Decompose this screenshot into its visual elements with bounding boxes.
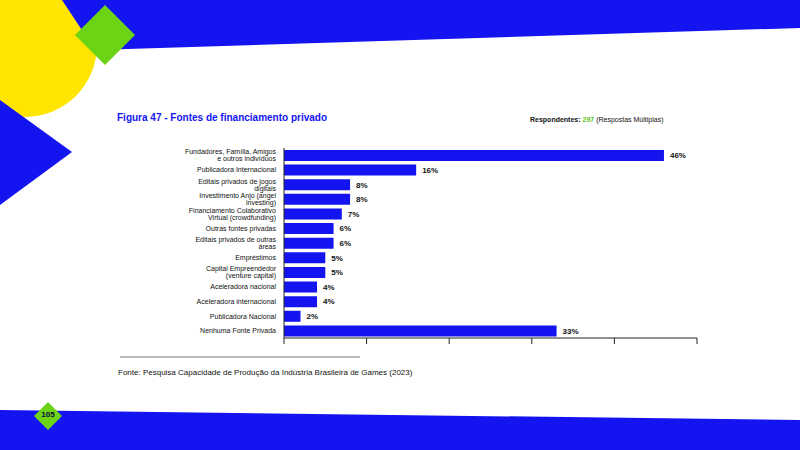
svg-text:Outras fontes privadas: Outras fontes privadas xyxy=(206,225,277,233)
svg-text:4%: 4% xyxy=(323,297,335,306)
svg-text:6%: 6% xyxy=(340,239,352,248)
html-text:105: 105 xyxy=(41,410,55,419)
svg-text:33%: 33% xyxy=(563,327,579,336)
svg-text:5%: 5% xyxy=(331,254,343,263)
svg-text:Investimento Anjo (angelinvest: Investimento Anjo (angelinvesting) xyxy=(199,192,276,207)
svg-text:8%: 8% xyxy=(356,181,368,190)
svg-text:Fundadores, Família, Amigose o: Fundadores, Família, Amigose outros indi… xyxy=(185,148,277,162)
svg-text:4%: 4% xyxy=(323,283,335,292)
svg-text:Financiamento ColaborativoVirt: Financiamento ColaborativoVirtual (crowd… xyxy=(189,207,276,222)
html-text:Fonte: Pesquisa Capacidade de: Fonte: Pesquisa Capacidade de Produção d… xyxy=(118,368,413,377)
svg-text:7%: 7% xyxy=(348,210,360,219)
svg-text:Nenhuma Fonte Privada: Nenhuma Fonte Privada xyxy=(200,327,276,334)
svg-text:Publicadora Nacional: Publicadora Nacional xyxy=(210,313,277,320)
svg-text:Editais privados de outrasárea: Editais privados de outrasáreas xyxy=(195,236,276,250)
svg-text:Aceleradora internacional: Aceleradora internacional xyxy=(197,298,277,305)
html-text:Respondentes: 297 (Respostas M: Respondentes: 297 (Respostas Múltiplas) xyxy=(530,116,664,123)
svg-text:6%: 6% xyxy=(340,224,352,233)
svg-text:Capital Empreendedor(venture c: Capital Empreendedor(venture capital) xyxy=(206,265,277,280)
svg-text:Publicadora Internacional: Publicadora Internacional xyxy=(197,166,276,173)
svg-text:46%: 46% xyxy=(670,151,686,160)
html-text:Figura 47 - Fontes de financia: Figura 47 - Fontes de financiamento priv… xyxy=(117,112,327,123)
svg-text:5%: 5% xyxy=(331,268,343,277)
svg-text:2%: 2% xyxy=(307,312,319,321)
svg-text:8%: 8% xyxy=(356,195,368,204)
svg-text:Aceleradora nacional: Aceleradora nacional xyxy=(210,283,276,290)
svg-text:Empréstimos: Empréstimos xyxy=(235,254,276,262)
svg-text:16%: 16% xyxy=(422,166,438,175)
svg-text:Editais privados de jogosdigit: Editais privados de jogosdigitais xyxy=(198,178,276,193)
